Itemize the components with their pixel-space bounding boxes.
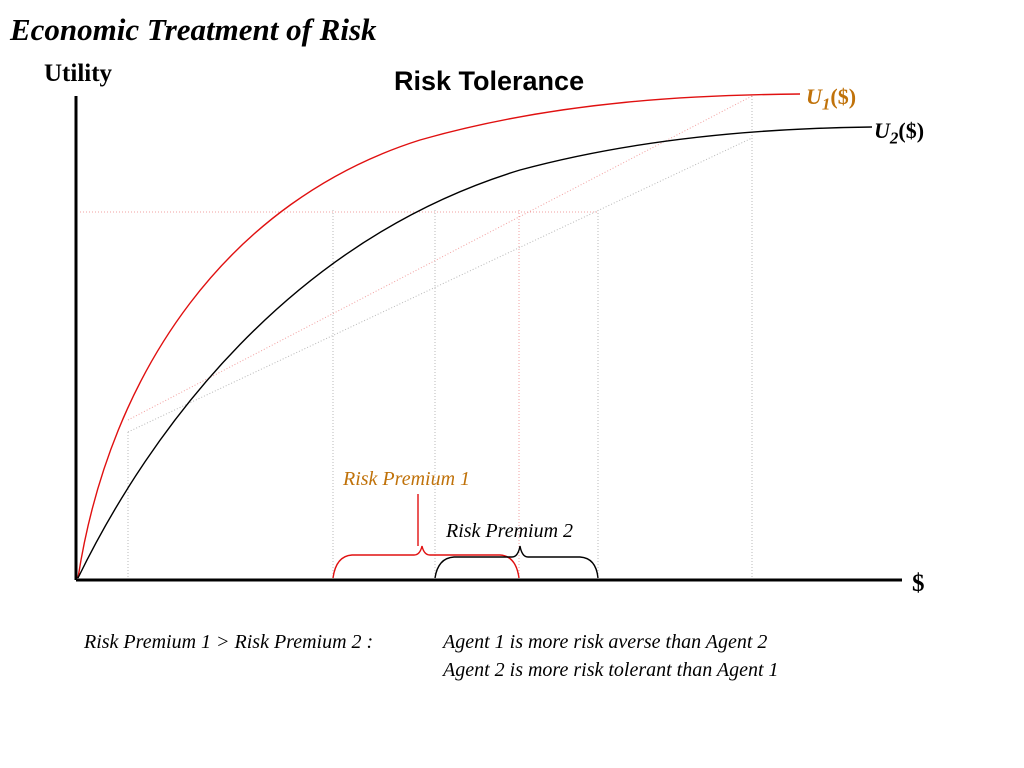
u2-suffix: ($) — [898, 118, 925, 143]
risk-premium-1-label: Risk Premium 1 — [343, 468, 471, 490]
u2-curve-label: U2($) — [874, 118, 924, 148]
guide-chord-u1 — [127, 95, 753, 421]
risk-premium-2-brace — [434, 545, 599, 579]
u1-suffix: ($) — [830, 84, 857, 109]
u2-subscript: 2 — [889, 128, 899, 148]
caption-comparison: Risk Premium 1 > Risk Premium 2 : — [84, 631, 374, 653]
u1-subscript: 1 — [821, 94, 831, 114]
u1-curve-label: U1($) — [806, 84, 856, 114]
u1-curve — [77, 93, 801, 579]
risk-premium-1-brace — [332, 545, 520, 579]
u1-symbol: U — [806, 84, 822, 109]
u2-curve — [77, 126, 873, 579]
guide-lines — [127, 96, 753, 580]
guide-chord-u2 — [127, 137, 753, 433]
chart-title: Risk Tolerance — [394, 66, 585, 96]
x-axis-label: $ — [912, 570, 925, 597]
guide-lines-red — [80, 95, 753, 580]
u2-symbol: U — [874, 118, 890, 143]
risk-premium-2-label: Risk Premium 2 — [446, 520, 574, 542]
slide-title: Economic Treatment of Risk — [10, 12, 377, 47]
y-axis-label: Utility — [44, 60, 113, 87]
caption-line-2: Agent 2 is more risk tolerant than Agent… — [443, 659, 779, 681]
caption-line-1: Agent 1 is more risk averse than Agent 2 — [443, 631, 768, 653]
